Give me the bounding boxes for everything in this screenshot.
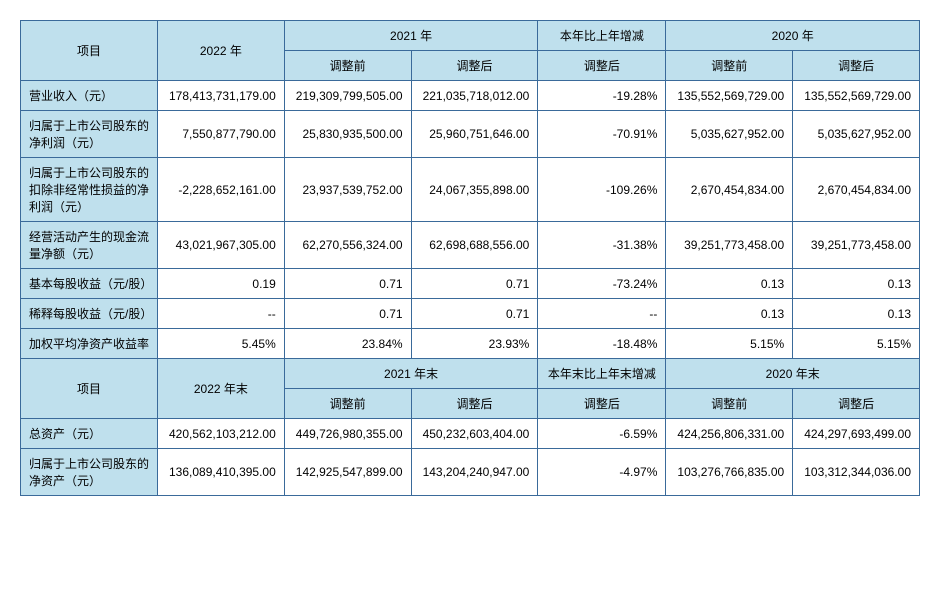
cell-2021-after: 23.93% bbox=[411, 329, 538, 359]
cell-2022: 178,413,731,179.00 bbox=[158, 81, 285, 111]
col-2021-end-before: 调整前 bbox=[284, 389, 411, 419]
cell-2021-after: 25,960,751,646.00 bbox=[411, 111, 538, 158]
col-change-end: 本年末比上年末增减 bbox=[538, 359, 666, 389]
header-row-3: 项目 2022 年末 2021 年末 本年末比上年末增减 2020 年末 bbox=[21, 359, 920, 389]
cell-change: -109.26% bbox=[538, 158, 666, 222]
cell-2021-after: 24,067,355,898.00 bbox=[411, 158, 538, 222]
cell-2022: -2,228,652,161.00 bbox=[158, 158, 285, 222]
cell-2021-after: 62,698,688,556.00 bbox=[411, 222, 538, 269]
table-row: 基本每股收益（元/股）0.190.710.71-73.24%0.130.13 bbox=[21, 269, 920, 299]
cell-2021-before: 219,309,799,505.00 bbox=[284, 81, 411, 111]
row-label: 归属于上市公司股东的净资产（元） bbox=[21, 449, 158, 496]
col-2022-end: 2022 年末 bbox=[158, 359, 285, 419]
cell-2020-after: 5,035,627,952.00 bbox=[793, 111, 920, 158]
cell-2020-after: 5.15% bbox=[793, 329, 920, 359]
cell-2020-after: 103,312,344,036.00 bbox=[793, 449, 920, 496]
cell-change: -4.97% bbox=[538, 449, 666, 496]
table-row: 经营活动产生的现金流量净额（元）43,021,967,305.0062,270,… bbox=[21, 222, 920, 269]
cell-2020-before: 135,552,569,729.00 bbox=[666, 81, 793, 111]
cell-2021-before: 25,830,935,500.00 bbox=[284, 111, 411, 158]
cell-change: -73.24% bbox=[538, 269, 666, 299]
cell-2020-before: 424,256,806,331.00 bbox=[666, 419, 793, 449]
cell-2021-after: 143,204,240,947.00 bbox=[411, 449, 538, 496]
cell-2021-after: 221,035,718,012.00 bbox=[411, 81, 538, 111]
cell-2022: 43,021,967,305.00 bbox=[158, 222, 285, 269]
cell-change: -6.59% bbox=[538, 419, 666, 449]
cell-2021-before: 0.71 bbox=[284, 269, 411, 299]
col-change-end-after: 调整后 bbox=[538, 389, 666, 419]
row-label: 归属于上市公司股东的净利润（元） bbox=[21, 111, 158, 158]
col-2020-after: 调整后 bbox=[793, 51, 920, 81]
cell-2021-after: 0.71 bbox=[411, 269, 538, 299]
cell-2020-after: 424,297,693,499.00 bbox=[793, 419, 920, 449]
cell-2020-before: 103,276,766,835.00 bbox=[666, 449, 793, 496]
col-2022: 2022 年 bbox=[158, 21, 285, 81]
row-label: 加权平均净资产收益率 bbox=[21, 329, 158, 359]
col-2020: 2020 年 bbox=[666, 21, 920, 51]
table-row: 总资产（元）420,562,103,212.00449,726,980,355.… bbox=[21, 419, 920, 449]
col-2020-end-after: 调整后 bbox=[793, 389, 920, 419]
cell-2020-before: 39,251,773,458.00 bbox=[666, 222, 793, 269]
col-change: 本年比上年增减 bbox=[538, 21, 666, 51]
col-2021-end-after: 调整后 bbox=[411, 389, 538, 419]
cell-2021-before: 23,937,539,752.00 bbox=[284, 158, 411, 222]
cell-2021-after: 450,232,603,404.00 bbox=[411, 419, 538, 449]
row-label: 归属于上市公司股东的扣除非经常性损益的净利润（元） bbox=[21, 158, 158, 222]
cell-2022: 7,550,877,790.00 bbox=[158, 111, 285, 158]
table-row: 营业收入（元）178,413,731,179.00219,309,799,505… bbox=[21, 81, 920, 111]
row-label: 经营活动产生的现金流量净额（元） bbox=[21, 222, 158, 269]
row-label: 基本每股收益（元/股） bbox=[21, 269, 158, 299]
col-2021-before: 调整前 bbox=[284, 51, 411, 81]
row-label: 稀释每股收益（元/股） bbox=[21, 299, 158, 329]
cell-2021-before: 0.71 bbox=[284, 299, 411, 329]
table-row: 归属于上市公司股东的净利润（元）7,550,877,790.0025,830,9… bbox=[21, 111, 920, 158]
cell-2020-after: 0.13 bbox=[793, 299, 920, 329]
cell-2022: 136,089,410,395.00 bbox=[158, 449, 285, 496]
table-row: 稀释每股收益（元/股）--0.710.71--0.130.13 bbox=[21, 299, 920, 329]
col-item: 项目 bbox=[21, 21, 158, 81]
cell-2020-before: 5,035,627,952.00 bbox=[666, 111, 793, 158]
cell-2021-before: 62,270,556,324.00 bbox=[284, 222, 411, 269]
row-label: 营业收入（元） bbox=[21, 81, 158, 111]
col-2020-end-before: 调整前 bbox=[666, 389, 793, 419]
cell-change: -31.38% bbox=[538, 222, 666, 269]
row-label: 总资产（元） bbox=[21, 419, 158, 449]
cell-2020-after: 39,251,773,458.00 bbox=[793, 222, 920, 269]
cell-2020-after: 2,670,454,834.00 bbox=[793, 158, 920, 222]
table-row: 归属于上市公司股东的净资产（元）136,089,410,395.00142,92… bbox=[21, 449, 920, 496]
cell-change: -19.28% bbox=[538, 81, 666, 111]
cell-2021-before: 142,925,547,899.00 bbox=[284, 449, 411, 496]
col-2021-end: 2021 年末 bbox=[284, 359, 538, 389]
cell-2020-before: 2,670,454,834.00 bbox=[666, 158, 793, 222]
table-row: 加权平均净资产收益率5.45%23.84%23.93%-18.48%5.15%5… bbox=[21, 329, 920, 359]
cell-2020-before: 5.15% bbox=[666, 329, 793, 359]
cell-2022: -- bbox=[158, 299, 285, 329]
cell-2020-after: 0.13 bbox=[793, 269, 920, 299]
header-row-1: 项目 2022 年 2021 年 本年比上年增减 2020 年 bbox=[21, 21, 920, 51]
col-2020-end: 2020 年末 bbox=[666, 359, 920, 389]
col-item-2: 项目 bbox=[21, 359, 158, 419]
col-2021: 2021 年 bbox=[284, 21, 538, 51]
cell-2021-before: 23.84% bbox=[284, 329, 411, 359]
col-change-after: 调整后 bbox=[538, 51, 666, 81]
table-row: 归属于上市公司股东的扣除非经常性损益的净利润（元）-2,228,652,161.… bbox=[21, 158, 920, 222]
cell-change: -70.91% bbox=[538, 111, 666, 158]
cell-2022: 0.19 bbox=[158, 269, 285, 299]
cell-2021-after: 0.71 bbox=[411, 299, 538, 329]
cell-2020-before: 0.13 bbox=[666, 299, 793, 329]
col-2020-before: 调整前 bbox=[666, 51, 793, 81]
cell-2020-before: 0.13 bbox=[666, 269, 793, 299]
cell-2022: 420,562,103,212.00 bbox=[158, 419, 285, 449]
financial-table: 项目 2022 年 2021 年 本年比上年增减 2020 年 调整前 调整后 … bbox=[20, 20, 920, 496]
cell-2022: 5.45% bbox=[158, 329, 285, 359]
cell-2020-after: 135,552,569,729.00 bbox=[793, 81, 920, 111]
cell-change: -18.48% bbox=[538, 329, 666, 359]
col-2021-after: 调整后 bbox=[411, 51, 538, 81]
cell-2021-before: 449,726,980,355.00 bbox=[284, 419, 411, 449]
cell-change: -- bbox=[538, 299, 666, 329]
